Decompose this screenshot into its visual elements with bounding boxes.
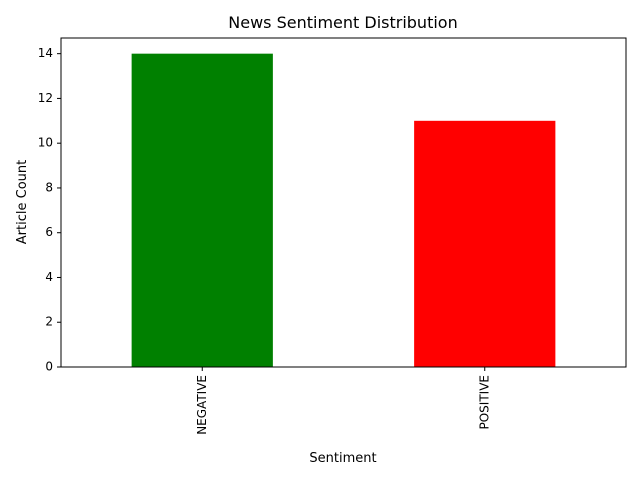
axes-frame	[60, 37, 627, 368]
plot-area: NEGATIVE POSITIVE 0 2 4 6 8 10 12 14	[38, 46, 556, 435]
y-tick-label: 8	[45, 180, 53, 194]
y-tick-label: 2	[45, 315, 53, 329]
bar-negative	[131, 53, 273, 368]
x-tick-label: NEGATIVE	[195, 375, 209, 435]
x-tick-label: POSITIVE	[477, 375, 491, 430]
chart-title: News Sentiment Distribution	[228, 13, 457, 32]
y-tick-label: 12	[38, 91, 53, 105]
x-axis-label: Sentiment	[309, 451, 376, 466]
bar-positive	[414, 120, 556, 367]
y-tick-label: 6	[45, 225, 53, 239]
y-tick-label: 4	[45, 270, 53, 284]
y-tick-label: 14	[38, 46, 53, 60]
y-tick-label: 10	[38, 136, 53, 150]
y-tick-label: 0	[45, 360, 53, 374]
y-axis-label: Article Count	[15, 160, 30, 244]
